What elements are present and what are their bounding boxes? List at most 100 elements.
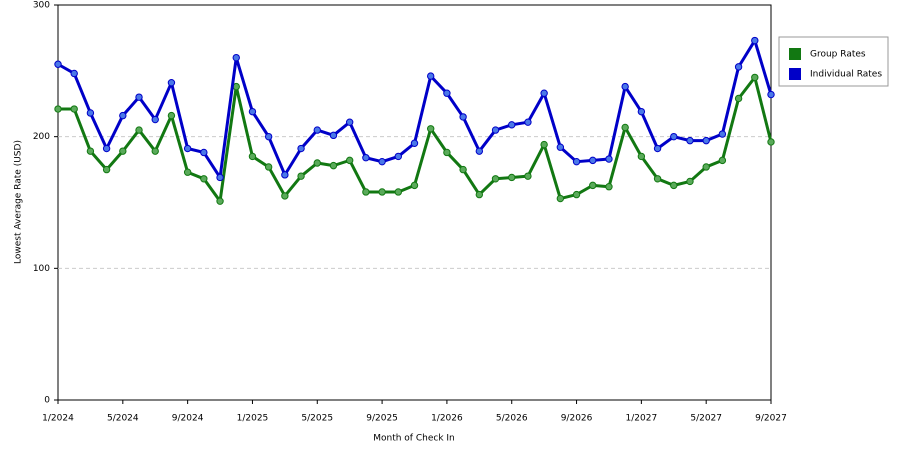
- data-point: [540, 140, 548, 149]
- data-point: [508, 121, 516, 129]
- data-point: [572, 157, 581, 166]
- data-point: [345, 156, 354, 165]
- data-point: [200, 148, 208, 157]
- data-point: [459, 165, 467, 174]
- x-tick-label: 9/2026: [561, 414, 593, 424]
- data-point: [491, 175, 500, 183]
- data-point: [167, 78, 176, 87]
- x-tick-label: 5/2026: [496, 414, 528, 424]
- data-point: [394, 152, 402, 161]
- x-tick-label: 1/2025: [237, 414, 269, 424]
- data-point: [410, 139, 419, 147]
- data-point: [621, 123, 629, 132]
- data-point: [135, 93, 143, 101]
- y-tick-label: 300: [33, 1, 50, 11]
- x-tick-label: 5/2027: [690, 414, 722, 424]
- data-point: [605, 155, 613, 163]
- plot-area: [57, 4, 772, 401]
- data-point: [670, 132, 678, 141]
- data-point: [151, 115, 159, 124]
- legend-label: Individual Rates: [810, 70, 882, 80]
- y-axis-label: Lowest Average Rate (USD): [14, 140, 24, 264]
- data-point: [297, 144, 305, 153]
- data-point: [119, 147, 127, 155]
- data-point: [589, 181, 597, 190]
- data-point: [232, 53, 240, 62]
- x-axis-label: Month of Check In: [373, 434, 455, 444]
- data-point: [54, 105, 62, 113]
- x-tick-label: 9/2025: [366, 414, 398, 424]
- data-point: [686, 136, 694, 145]
- data-point: [167, 111, 176, 120]
- data-point: [524, 172, 532, 180]
- data-point: [264, 132, 273, 141]
- data-point: [313, 126, 321, 134]
- data-point: [54, 60, 62, 68]
- data-point: [378, 188, 386, 196]
- data-point: [556, 143, 565, 151]
- data-point: [427, 125, 435, 133]
- data-point: [540, 89, 548, 97]
- data-point: [119, 111, 127, 120]
- x-tick-label: 5/2024: [107, 414, 139, 424]
- data-point: [686, 177, 694, 186]
- data-point: [281, 171, 289, 179]
- legend-label: Group Rates: [810, 50, 866, 60]
- data-point: [183, 144, 192, 153]
- data-point: [605, 183, 613, 191]
- data-point: [653, 175, 662, 183]
- data-point: [183, 168, 192, 176]
- data-point: [362, 154, 370, 162]
- data-point: [248, 152, 257, 161]
- data-point: [297, 172, 305, 180]
- y-tick-label: 0: [44, 396, 50, 406]
- data-point: [378, 157, 386, 166]
- data-point: [475, 147, 484, 155]
- data-point: [200, 175, 208, 183]
- x-tick-label: 1/2027: [626, 414, 658, 424]
- data-point: [475, 190, 484, 199]
- data-point: [329, 131, 338, 140]
- data-point: [394, 188, 402, 196]
- data-point: [702, 136, 710, 145]
- y-tick-label: 100: [33, 264, 50, 274]
- data-point: [572, 190, 581, 199]
- data-point: [508, 173, 516, 182]
- legend-swatch: [789, 48, 801, 60]
- data-point: [767, 138, 775, 146]
- data-point: [734, 94, 743, 103]
- data-point: [556, 194, 565, 203]
- data-point: [313, 159, 321, 167]
- data-point: [751, 73, 759, 82]
- data-point: [102, 165, 111, 174]
- data-point: [86, 109, 95, 117]
- data-point: [443, 89, 451, 97]
- data-point: [410, 181, 419, 190]
- data-point: [70, 69, 78, 78]
- data-point: [151, 147, 159, 155]
- data-point: [86, 147, 95, 155]
- legend-swatch: [789, 68, 801, 80]
- x-tick-label: 9/2024: [172, 414, 204, 424]
- data-point: [702, 163, 710, 171]
- data-point: [637, 152, 646, 161]
- data-point: [653, 144, 662, 153]
- data-point: [491, 126, 500, 134]
- data-point: [670, 181, 678, 190]
- data-point: [734, 63, 743, 71]
- data-point: [345, 118, 354, 126]
- y-tick-label: 200: [33, 132, 50, 142]
- data-point: [718, 130, 727, 138]
- data-point: [443, 148, 451, 157]
- data-point: [216, 173, 224, 182]
- data-point: [751, 36, 759, 45]
- data-point: [281, 192, 289, 200]
- data-point: [621, 82, 629, 91]
- x-tick-label: 5/2025: [301, 414, 333, 424]
- data-point: [362, 188, 370, 196]
- data-point: [459, 113, 467, 121]
- data-point: [718, 156, 727, 165]
- data-point: [524, 118, 532, 126]
- x-tick-label: 1/2026: [431, 414, 463, 424]
